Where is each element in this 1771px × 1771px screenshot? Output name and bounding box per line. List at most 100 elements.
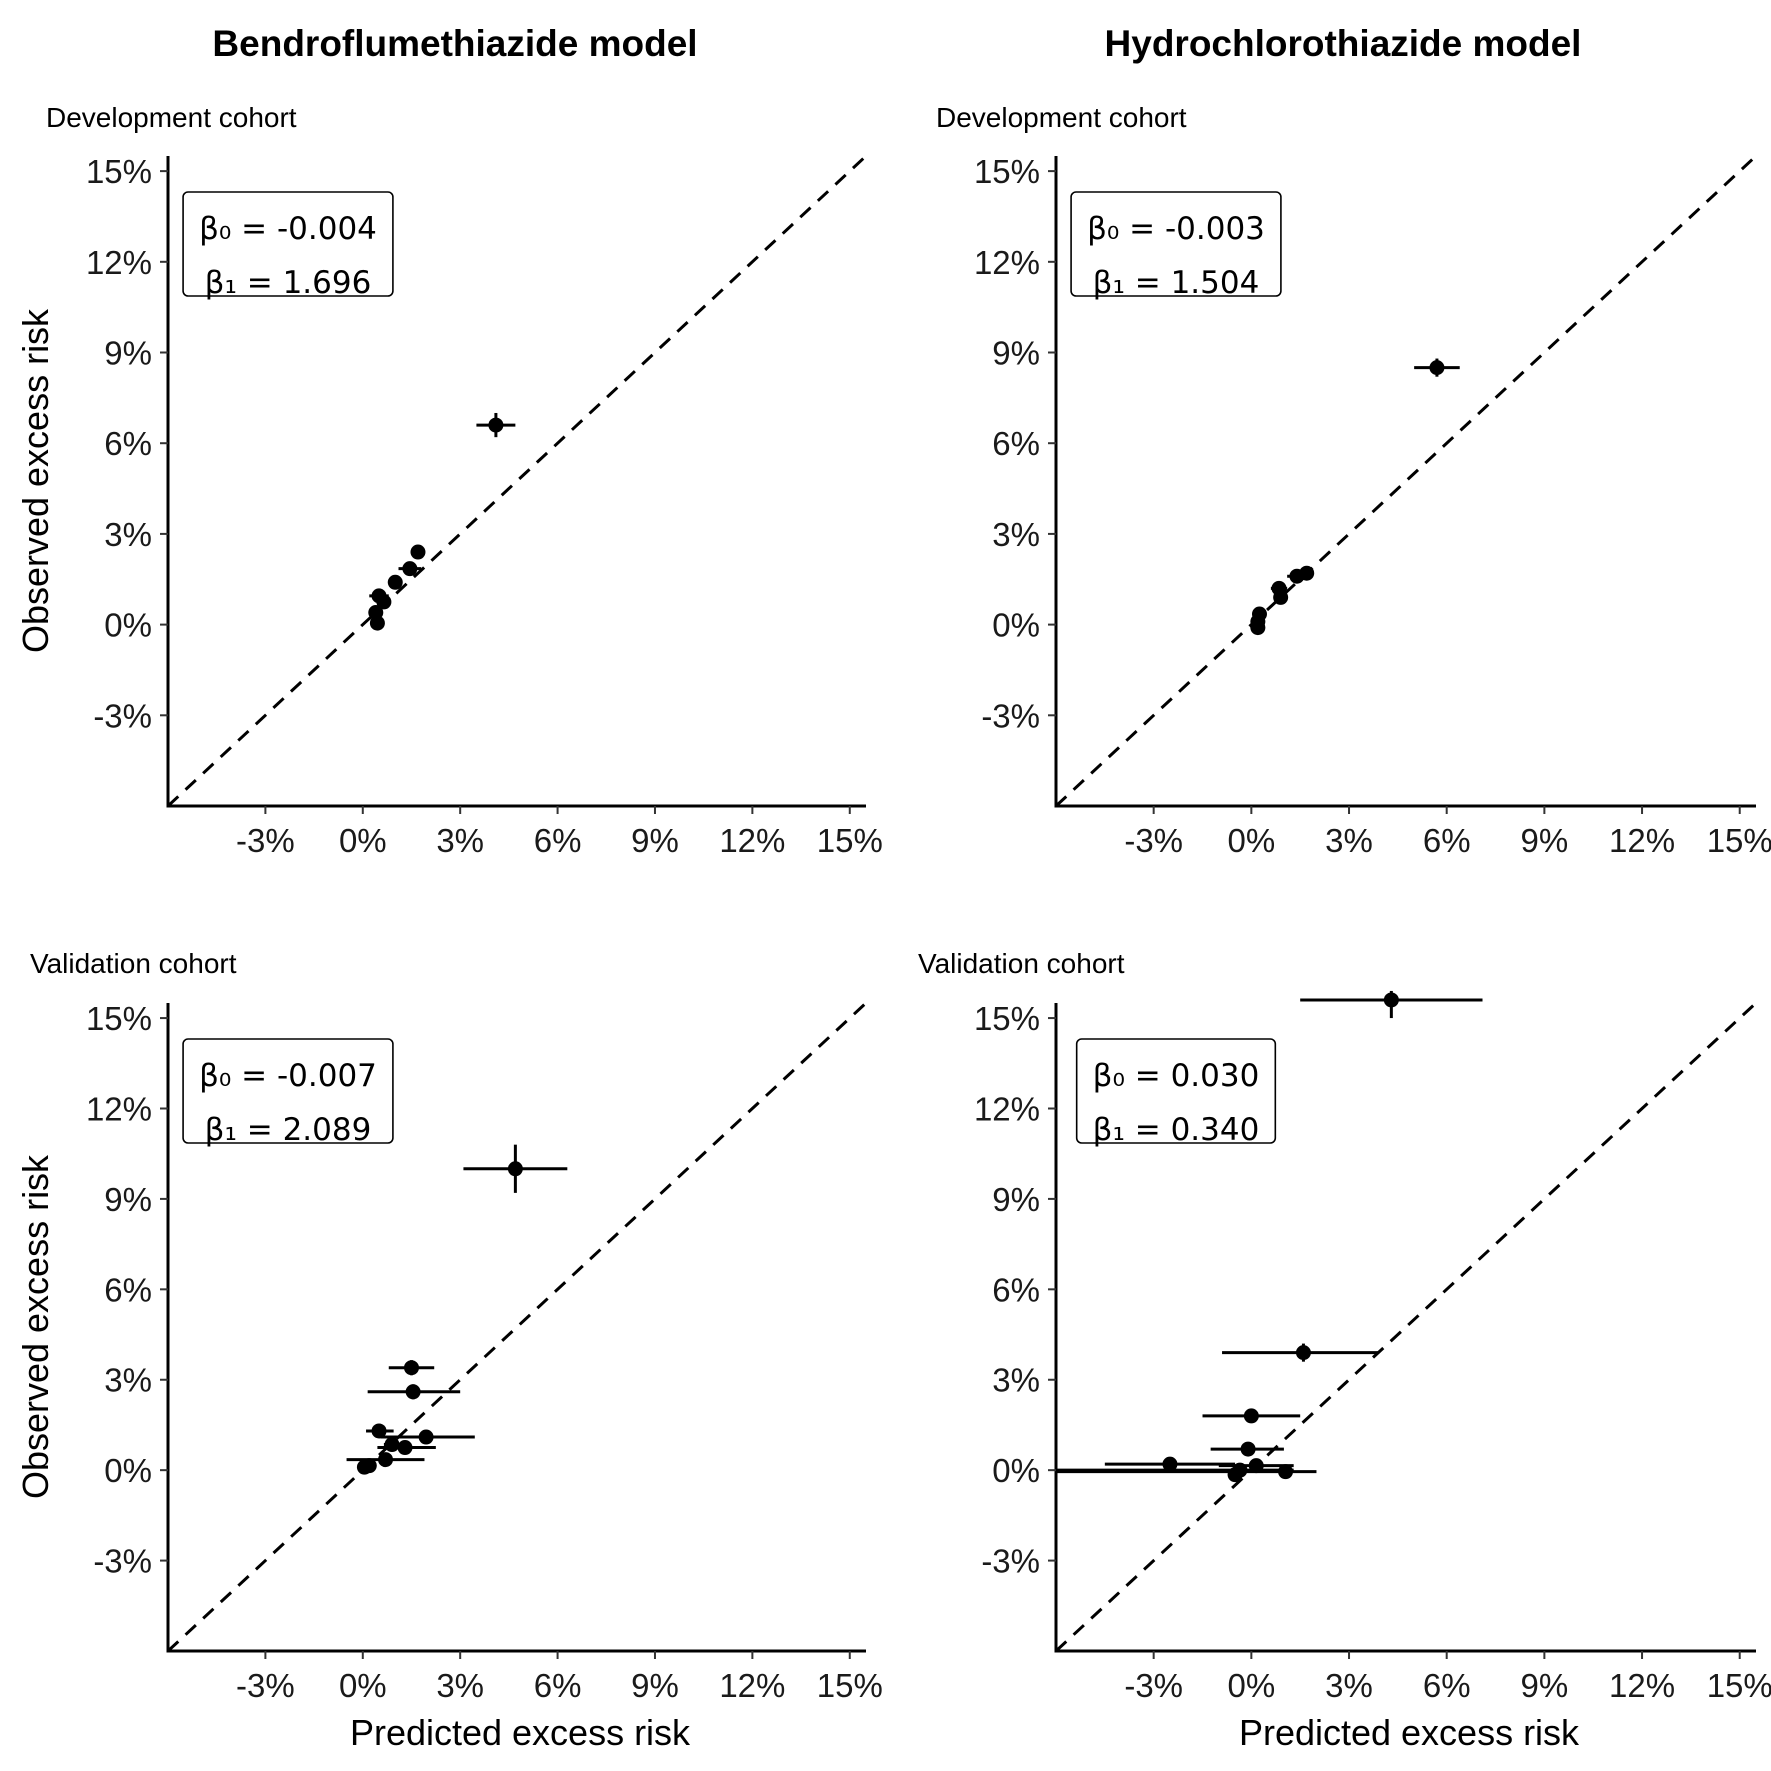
x-tick-label: 15%: [817, 1667, 883, 1704]
y-tick-label: 12%: [86, 244, 152, 281]
x-tick-label: 9%: [631, 822, 679, 859]
y-axis-label: Observed excess risk: [15, 1154, 56, 1499]
panel-bendroflumethiazide-validation: Validation cohort -3% 0% 3% 6% 9% 12% 15% -3% 0% 3…: [15, 948, 883, 1753]
y-tick-label: 6%: [992, 1271, 1040, 1308]
beta1-label: β₁ = 0.340: [1093, 1112, 1260, 1148]
x-tick-label: 12%: [719, 822, 785, 859]
y-tick-label: 15%: [974, 153, 1040, 190]
panel-subtitle: Development cohort: [46, 102, 297, 133]
point-marker: [371, 1423, 387, 1439]
x-tick-label: -3%: [236, 1667, 295, 1704]
y-tick-label: 9%: [104, 335, 152, 372]
point-marker: [1289, 568, 1305, 584]
x-axis-label: Predicted excess risk: [1239, 1712, 1580, 1753]
data-point: [398, 561, 422, 577]
y-tick-label: 3%: [992, 516, 1040, 553]
point-marker: [371, 588, 387, 604]
beta0-label: β₀ = 0.030: [1093, 1058, 1260, 1094]
x-tick-label: 6%: [1423, 822, 1471, 859]
x-tick-label: 12%: [1609, 822, 1675, 859]
y-tick-label: 12%: [86, 1090, 152, 1127]
point-marker: [1429, 360, 1445, 376]
point-marker: [418, 1429, 434, 1445]
data-point: [476, 412, 516, 438]
point-marker: [488, 417, 504, 433]
data-point: [1273, 589, 1289, 605]
coefficient-box: β₀ = 0.030 β₁ = 0.340: [1075, 1038, 1277, 1148]
y-tick-label: 6%: [104, 1271, 152, 1308]
data-point: [1300, 990, 1483, 1019]
x-tick-label: 12%: [719, 1667, 785, 1704]
y-axis-label: Observed excess risk: [15, 308, 56, 653]
x-tick-label: 3%: [1325, 822, 1373, 859]
data-point: [410, 544, 426, 560]
beta1-label: β₁ = 1.504: [1093, 265, 1260, 301]
x-tick-label: 6%: [1423, 1667, 1471, 1704]
data-point: [1210, 1441, 1284, 1457]
y-tick-label: 0%: [992, 1452, 1040, 1489]
data-point: [1222, 1343, 1379, 1362]
y-tick-label: 15%: [86, 153, 152, 190]
y-tick-label: 15%: [86, 1000, 152, 1037]
x-tick-label: -3%: [1124, 822, 1183, 859]
beta0-label: β₀ = -0.003: [1087, 211, 1265, 247]
x-tick-label: 3%: [436, 1667, 484, 1704]
point-marker: [356, 1459, 372, 1475]
y-tick-label: 3%: [992, 1362, 1040, 1399]
y-tick-label: 6%: [104, 425, 152, 462]
x-tick-label: 6%: [534, 822, 582, 859]
panel-hydrochlorothiazide-validation: Validation cohort -3% 0% 3% 6% 9% 12% 15% -3% 0% 3…: [918, 948, 1771, 1753]
point-marker: [1295, 1345, 1311, 1361]
data-point: [1202, 1408, 1301, 1424]
point-marker: [1250, 620, 1266, 636]
y-tick-label: 9%: [104, 1181, 152, 1218]
x-tick-label: 9%: [631, 1667, 679, 1704]
y-tick-label: -3%: [981, 1543, 1040, 1580]
beta0-label: β₀ = -0.004: [199, 211, 377, 247]
point-marker: [403, 1360, 419, 1376]
point-marker: [1383, 992, 1399, 1008]
coefficient-box: β₀ = -0.003 β₁ = 1.504: [1070, 191, 1282, 301]
panel-bendroflumethiazide-development: Development cohort -3% 0% 3% 6% 9% 12% 15% -3% 0%…: [15, 102, 883, 859]
data-point: [1227, 1467, 1243, 1483]
point-marker: [507, 1161, 523, 1177]
point-marker: [384, 1437, 400, 1453]
x-tick-label: -3%: [236, 822, 295, 859]
data-point: [369, 588, 389, 604]
point-marker: [405, 1384, 421, 1400]
y-tick-label: 12%: [974, 1090, 1040, 1127]
y-tick-label: 9%: [992, 1181, 1040, 1218]
identity-reference-line: [166, 154, 868, 808]
data-point: [1414, 358, 1460, 377]
y-tick-label: 6%: [992, 425, 1040, 462]
y-tick-label: 3%: [104, 1362, 152, 1399]
data-point: [1287, 568, 1307, 584]
data-point: [387, 574, 403, 590]
x-tick-label: 0%: [1227, 1667, 1275, 1704]
y-tick-label: -3%: [981, 697, 1040, 734]
point-marker: [1227, 1467, 1243, 1483]
data-point: [366, 1423, 394, 1439]
x-tick-label: 15%: [817, 822, 883, 859]
y-tick-label: -3%: [93, 697, 152, 734]
data-point: [388, 1360, 435, 1376]
point-marker: [410, 544, 426, 560]
data-point: [346, 1452, 425, 1468]
x-tick-label: 15%: [1707, 822, 1771, 859]
point-marker: [1243, 1408, 1259, 1424]
x-tick-label: 12%: [1609, 1667, 1675, 1704]
identity-reference-line: [1054, 1001, 1758, 1653]
panel-hydrochlorothiazide-development: Development cohort -3% 0% 3% 6% 9% 12% 15% -3% 0%…: [936, 102, 1771, 859]
y-tick-label: 15%: [974, 1000, 1040, 1037]
panel-subtitle: Development cohort: [936, 102, 1187, 133]
y-tick-label: 12%: [974, 244, 1040, 281]
data-point: [383, 1437, 401, 1453]
x-tick-label: 3%: [1325, 1667, 1373, 1704]
point-marker: [387, 574, 403, 590]
y-tick-label: 0%: [104, 1452, 152, 1489]
panel-subtitle: Validation cohort: [918, 948, 1125, 979]
point-marker: [1162, 1456, 1178, 1472]
y-tick-label: 9%: [992, 335, 1040, 372]
point-marker: [1278, 1464, 1294, 1480]
